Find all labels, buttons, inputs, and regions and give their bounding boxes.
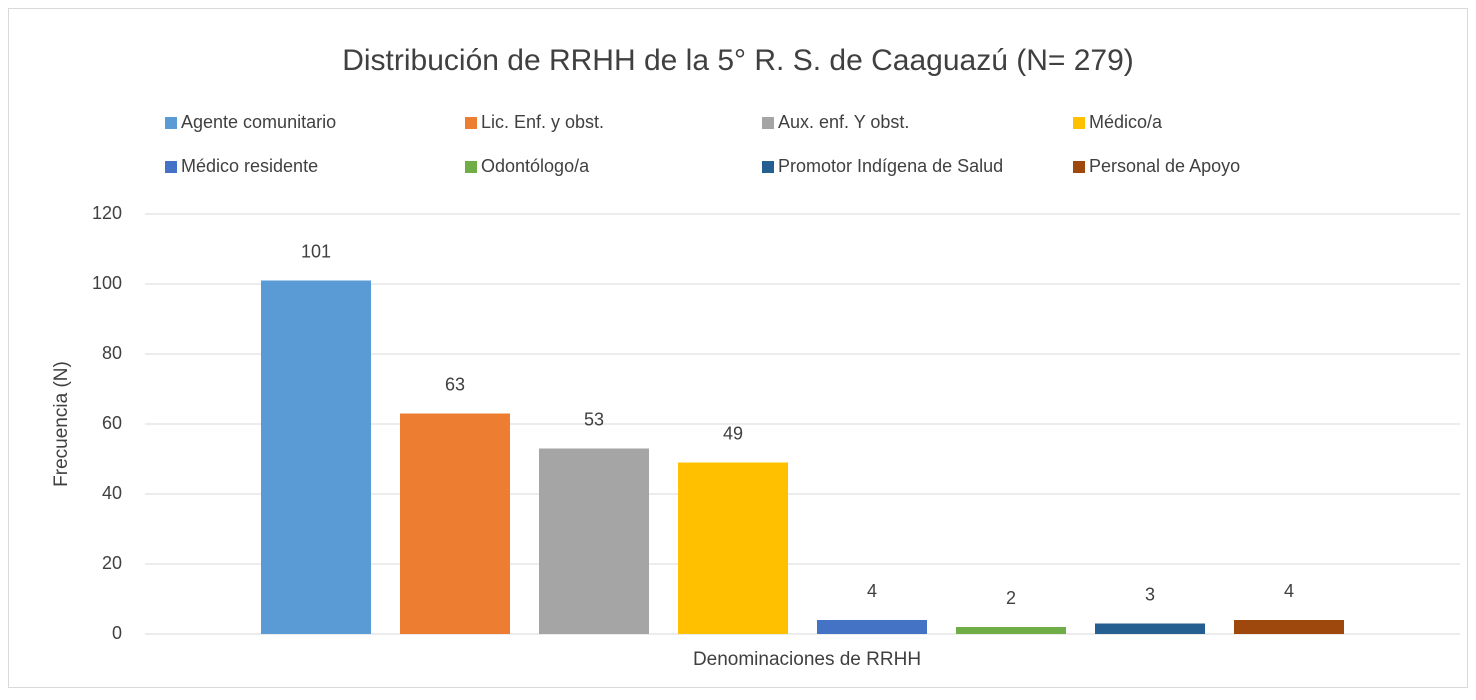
y-tick-label: 120 — [92, 203, 122, 223]
legend-swatch — [465, 161, 477, 173]
data-label: 53 — [584, 409, 604, 429]
legend-swatch — [165, 161, 177, 173]
data-label: 3 — [1145, 584, 1155, 604]
y-axis-label: Frecuencia (N) — [51, 361, 72, 487]
data-label: 2 — [1006, 588, 1016, 608]
chart-title: Distribución de RRHH de la 5° R. S. de C… — [342, 44, 1134, 77]
legend-swatch — [762, 117, 774, 129]
bar — [1234, 620, 1344, 634]
y-tick-label: 60 — [102, 413, 122, 433]
bar — [400, 413, 510, 634]
bar — [539, 448, 649, 634]
legend-swatch — [165, 117, 177, 129]
bar — [261, 280, 371, 634]
bar — [956, 627, 1066, 634]
legend-swatch — [465, 117, 477, 129]
legend-label: Agente comunitario — [181, 112, 336, 132]
y-tick-label: 100 — [92, 273, 122, 293]
y-tick-label: 40 — [102, 483, 122, 503]
data-label: 4 — [867, 581, 877, 601]
legend-swatch — [1073, 117, 1085, 129]
legend-swatch — [762, 161, 774, 173]
legend-label: Aux. enf. Y obst. — [778, 112, 909, 132]
legend-label: Lic. Enf. y obst. — [481, 112, 604, 132]
bar — [817, 620, 927, 634]
x-axis-label: Denominaciones de RRHH — [693, 649, 921, 670]
data-label: 49 — [723, 423, 743, 443]
y-tick-label: 20 — [102, 553, 122, 573]
data-label: 63 — [445, 374, 465, 394]
bar — [1095, 623, 1205, 634]
legend-label: Promotor Indígena de Salud — [778, 156, 1003, 176]
data-label: 101 — [301, 241, 331, 261]
legend-label: Personal de Apoyo — [1089, 156, 1240, 176]
legend-swatch — [1073, 161, 1085, 173]
legend-label: Odontólogo/a — [481, 156, 590, 176]
y-tick-label: 80 — [102, 343, 122, 363]
legend-label: Médico residente — [181, 156, 318, 176]
legend-label: Médico/a — [1089, 112, 1163, 132]
bar — [678, 462, 788, 634]
y-tick-label: 0 — [112, 623, 122, 643]
data-label: 4 — [1284, 581, 1294, 601]
